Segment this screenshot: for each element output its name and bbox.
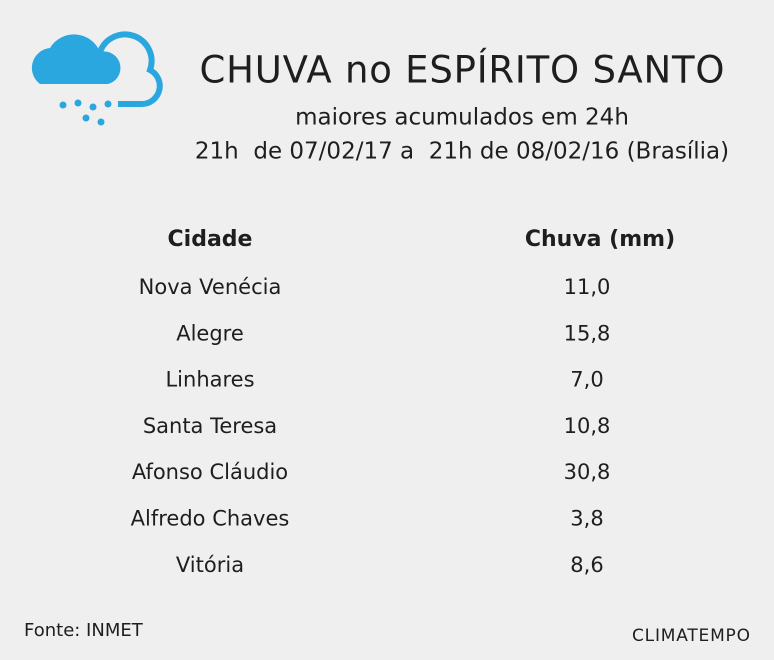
city-cell: Santa Teresa <box>143 414 277 438</box>
table-body: Nova Venécia 11,0 Alegre 15,8 Linhares 7,0 San… <box>131 275 611 577</box>
brand-logo: CLIMATEMPO <box>632 626 750 646</box>
rain-cell: 11,0 <box>564 275 611 299</box>
period: 21h de 07/02/17 a 21h de 08/02/16 (Brasí… <box>195 139 729 165</box>
rain-cell: 30,8 <box>564 460 611 484</box>
rain-cell: 8,6 <box>570 553 603 577</box>
column-header: Cidade <box>168 227 253 252</box>
city-cell: Afonso Cláudio <box>132 460 288 484</box>
city-cell: Vitória <box>176 553 244 577</box>
city-cell: Alfredo Chaves <box>131 507 290 531</box>
city-cell: Linhares <box>165 368 254 392</box>
title: CHUVA no ESPÍRITO SANTO <box>200 48 725 92</box>
rain-cell: 3,8 <box>570 507 603 531</box>
rain-cloud-icon <box>31 31 163 126</box>
rain-cell: 7,0 <box>570 368 603 392</box>
source: Fonte: INMET <box>24 620 144 641</box>
city-cell: Nova Venécia <box>139 275 282 299</box>
city-cell: Alegre <box>176 321 244 345</box>
rain-cell: 10,8 <box>564 414 611 438</box>
rain-cell: 15,8 <box>564 321 611 345</box>
subtitle: maiores acumulados em 24h <box>295 105 629 131</box>
column-header: Chuva (mm) <box>525 227 675 252</box>
